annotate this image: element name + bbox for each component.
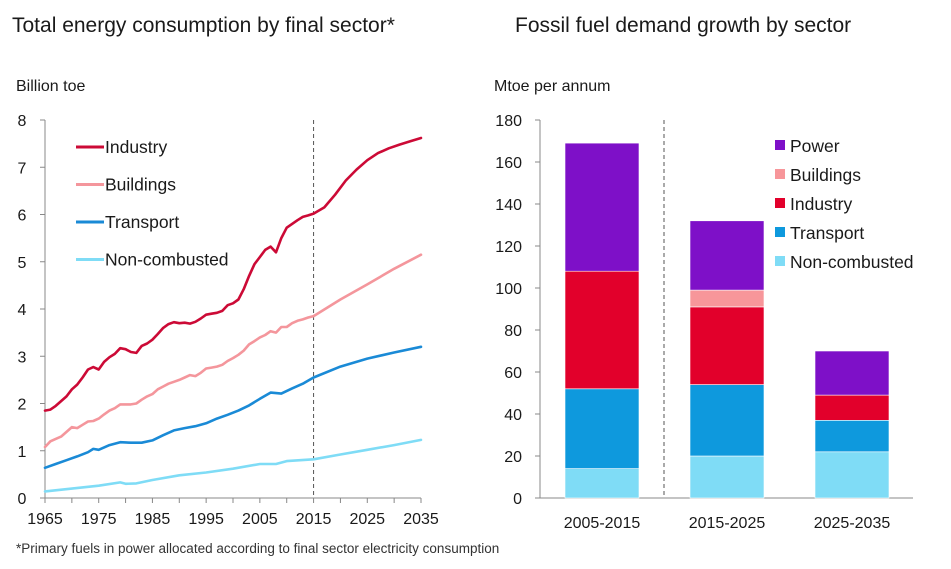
- bar-2005-2015-industry: [564, 270, 640, 390]
- footnote: *Primary fuels in power allocated accord…: [16, 541, 500, 556]
- legend-label-buildings: Buildings: [105, 175, 176, 195]
- line-chart-x-tick-label: 1985: [135, 511, 171, 528]
- series-line-non-combusted: [43, 438, 423, 493]
- bar-2015-2025-non-combusted: [689, 455, 765, 499]
- bar-category-label: 2025-2035: [814, 515, 891, 532]
- left-chart-title: Total energy consumption by final sector…: [12, 14, 395, 37]
- bar-2015-2025-industry: [689, 306, 765, 385]
- bar-chart-y-tick-label: 60: [504, 365, 522, 382]
- line-chart-x-tick-label: 2015: [296, 511, 332, 528]
- bar-chart-y-tick-label: 120: [495, 239, 522, 256]
- bar-chart-y-tick-label: 40: [504, 407, 522, 424]
- stacked-bar-chart: 0 20 40 60 80 100 120 140 160 180 2005-2015 2015-20…: [495, 113, 913, 532]
- bar-legend-swatch-industry: [775, 198, 785, 208]
- bar-chart-y-tick-label: 20: [504, 449, 522, 466]
- line-chart-y-tick-label: 8: [18, 113, 27, 130]
- bar-chart-y-tick-label: 140: [495, 197, 522, 214]
- bar-legend-label-industry: Industry: [790, 194, 852, 214]
- right-y-axis-label: Mtoe per annum: [494, 78, 611, 95]
- bar-2015-2025-buildings: [689, 289, 765, 308]
- bar-2025-2035-non-combusted: [814, 451, 890, 499]
- line-chart-x-tick-label: 1995: [188, 511, 224, 528]
- bar-chart-y-tick-label: 80: [504, 323, 522, 340]
- bar-2005-2015-power: [564, 142, 640, 272]
- bar-chart-y-tick-label: 160: [495, 155, 522, 172]
- bar-2025-2035-industry: [814, 394, 890, 421]
- line-chart-y-tick-label: 4: [18, 302, 27, 319]
- line-chart-y-tick-label: 0: [18, 491, 27, 508]
- line-chart-y-tick-label: 5: [18, 255, 27, 272]
- line-chart-x-tick-label: 1975: [81, 511, 117, 528]
- right-chart-title: Fossil fuel demand growth by sector: [515, 14, 852, 37]
- bar-chart-y-tick-label: 180: [495, 113, 522, 130]
- bar-2005-2015-transport: [564, 388, 640, 469]
- bar-legend-swatch-buildings: [775, 169, 785, 179]
- series-line-transport: [43, 345, 423, 470]
- bar-category-label: 2015-2025: [689, 515, 766, 532]
- line-chart-y-tick-label: 1: [18, 444, 27, 461]
- bar-legend-swatch-non-combusted: [775, 256, 785, 266]
- bar-2025-2035-transport: [814, 419, 890, 453]
- line-chart-x-tick-label: 2005: [242, 511, 278, 528]
- bar-legend-swatch-transport: [775, 227, 785, 237]
- line-chart-y-tick-label: 3: [18, 349, 27, 366]
- bar-2015-2025-transport: [689, 384, 765, 457]
- series-line-buildings: [43, 253, 423, 449]
- bar-chart-y-tick-label: 100: [495, 281, 522, 298]
- line-chart-y-tick-label: 2: [18, 397, 27, 414]
- left-y-axis-label: Billion toe: [16, 78, 86, 95]
- legend-label-transport: Transport: [105, 212, 179, 232]
- bar-legend-label-buildings: Buildings: [790, 165, 861, 185]
- line-chart-x-tick-label: 1965: [27, 511, 63, 528]
- bar-2015-2025-power: [689, 220, 765, 291]
- bar-category-label: 2005-2015: [564, 515, 641, 532]
- legend-label-industry: Industry: [105, 137, 167, 157]
- bar-legend-label-power: Power: [790, 136, 840, 156]
- line-chart-y-tick-label: 7: [18, 160, 27, 177]
- bar-2005-2015-non-combusted: [564, 468, 640, 499]
- line-chart-x-tick-label: 2025: [349, 511, 385, 528]
- bar-legend-label-transport: Transport: [790, 223, 864, 243]
- legend-label-non-combusted: Non-combusted: [105, 250, 229, 270]
- bar-chart-y-tick-label: 0: [513, 491, 522, 508]
- line-chart-x-tick-label: 2035: [403, 511, 439, 528]
- line-chart: 0 1 2 3 4 5 6 7 8 1965 1975 1985 1995 2005 2015 2025 203…: [18, 113, 439, 528]
- bar-legend-swatch-power: [775, 140, 785, 150]
- bar-legend-label-non-combusted: Non-combusted: [790, 252, 914, 272]
- line-chart-y-tick-label: 6: [18, 208, 27, 225]
- bar-2025-2035-power: [814, 350, 890, 396]
- series-line-industry: [43, 136, 423, 412]
